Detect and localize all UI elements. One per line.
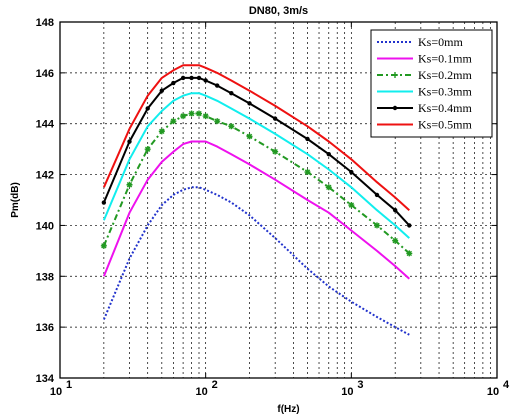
series-point-4 — [171, 80, 176, 86]
legend: Ks=0mm Ks=0.1mm Ks=0.2mm Ks=0.3mm Ks=0.4mm Ks… — [370, 29, 493, 138]
x-tick-exponent: 1 — [66, 379, 72, 391]
y-tick-label: 136 — [36, 322, 54, 334]
series-point-2 — [126, 181, 133, 188]
legend-box — [370, 29, 493, 138]
y-tick-label: 140 — [36, 220, 54, 232]
series-point-2 — [348, 202, 355, 209]
x-tick-exponent: 2 — [212, 379, 218, 391]
series-point-2 — [228, 123, 235, 130]
legend-label-3: Ks=0.3mm — [418, 85, 472, 99]
x-tick-label: 10 — [341, 386, 353, 398]
series-group — [100, 64, 413, 336]
legend-marker-4 — [392, 105, 398, 111]
legend-label-2: Ks=0.2mm — [418, 68, 472, 82]
series-point-4 — [374, 192, 380, 198]
series-point-2 — [373, 222, 380, 229]
axis-ticks: 134 136 138 140 142 144 146 148 10 1 10 2 10 3 10 4 — [36, 17, 510, 398]
series-point-2 — [325, 184, 332, 191]
series-point-2 — [202, 113, 209, 120]
series-point-2 — [214, 118, 221, 125]
y-tick-label: 138 — [36, 271, 54, 283]
series-point-4 — [305, 136, 310, 142]
legend-label-4: Ks=0.4mm — [418, 101, 472, 115]
series-point-2 — [246, 133, 253, 140]
series-line-5 — [102, 64, 410, 211]
x-tick-label: 10 — [487, 386, 499, 398]
legend-label-5: Ks=0.5mm — [418, 118, 472, 132]
series-point-2 — [144, 146, 151, 153]
series-point-2 — [392, 237, 399, 244]
series-point-2 — [158, 128, 165, 135]
y-tick-label: 134 — [36, 373, 55, 385]
series-point-2 — [170, 118, 177, 125]
series-point-4 — [180, 75, 186, 81]
series-point-4 — [203, 78, 208, 83]
series-point-4 — [159, 88, 165, 93]
y-tick-label: 142 — [36, 170, 54, 182]
series-point-2 — [406, 250, 413, 257]
chart-title: DN80, 3m/s — [249, 5, 308, 17]
x-axis-title: f(Hz) — [277, 404, 299, 415]
plot-border — [59, 21, 498, 379]
series-point-4 — [247, 101, 252, 106]
series-point-2 — [188, 110, 195, 117]
series-line-1 — [102, 140, 410, 280]
legend-label-0: Ks=0mm — [418, 35, 463, 49]
x-tick-exponent: 3 — [357, 379, 363, 391]
x-tick-label: 10 — [196, 386, 208, 398]
x-tick-label: 10 — [50, 386, 62, 398]
series-point-2 — [180, 113, 187, 120]
y-tick-label: 146 — [36, 68, 54, 80]
series-point-2 — [304, 169, 311, 176]
series-point-2 — [272, 148, 279, 155]
series-point-4 — [229, 91, 234, 96]
y-tick-label: 148 — [36, 17, 54, 29]
grid — [60, 22, 497, 378]
x-tick-exponent: 4 — [503, 379, 510, 391]
series-line-3 — [102, 92, 410, 239]
series-point-4 — [189, 75, 194, 81]
series-point-2 — [100, 242, 107, 249]
series-point-4 — [407, 223, 412, 228]
series-point-4 — [272, 116, 278, 121]
series-point-4 — [392, 207, 398, 213]
series-point-4 — [127, 139, 132, 144]
series-point-4 — [349, 169, 354, 175]
series-line-0 — [102, 186, 410, 336]
legend-marker-2 — [392, 72, 398, 78]
series-point-2 — [196, 110, 203, 117]
y-axis-title: Pm(dB) — [10, 182, 21, 218]
legend-label-1: Ks=0.1mm — [418, 52, 472, 66]
series-point-4 — [326, 152, 331, 157]
series-point-4 — [196, 75, 202, 81]
y-tick-label: 144 — [36, 119, 55, 131]
series-point-4 — [101, 200, 107, 205]
series-point-4 — [215, 83, 220, 88]
series-point-4 — [145, 106, 150, 111]
